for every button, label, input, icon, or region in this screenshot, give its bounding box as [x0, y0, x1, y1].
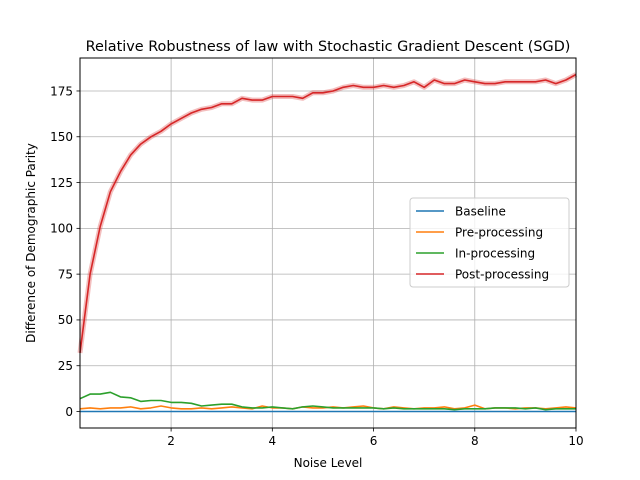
- y-axis: 0 25 50 75 100 125 150 175: [50, 84, 80, 419]
- plot-frame: [79, 57, 577, 429]
- y-axis-label: Difference of Demographic Parity: [24, 143, 38, 343]
- series-line-in-processing: [79, 391, 576, 411]
- x-tick-label: 8: [471, 434, 479, 448]
- y-tick-label: 75: [58, 267, 73, 281]
- legend-label: In-processing: [455, 246, 535, 260]
- y-tick-label: 100: [50, 222, 73, 236]
- x-tick-label: 10: [568, 434, 583, 448]
- x-axis: 2 4 6 8 10: [167, 428, 584, 448]
- y-tick-label: 0: [65, 405, 73, 419]
- plot-area: [77, 72, 578, 413]
- legend-label: Post-processing: [455, 267, 549, 281]
- x-tick-label: 2: [167, 434, 175, 448]
- legend-label: Pre-processing: [455, 225, 543, 239]
- series-line-post-processing: [79, 73, 577, 354]
- y-tick-label: 50: [58, 313, 73, 327]
- legend-frame: [409, 197, 570, 288]
- y-tick-label: 25: [58, 359, 73, 373]
- legend-label: Baseline: [455, 204, 506, 218]
- x-tick-label: 6: [370, 434, 378, 448]
- legend: Baseline Pre-processing In-processing Post-…: [409, 197, 570, 288]
- y-tick-label: 175: [50, 84, 73, 98]
- chart-title: Relative Robustness of law with Stochast…: [86, 39, 571, 55]
- y-tick-label: 125: [50, 176, 73, 190]
- x-tick-label: 4: [269, 434, 277, 448]
- y-tick-label: 150: [50, 130, 73, 144]
- x-axis-label: Noise Level: [294, 456, 363, 470]
